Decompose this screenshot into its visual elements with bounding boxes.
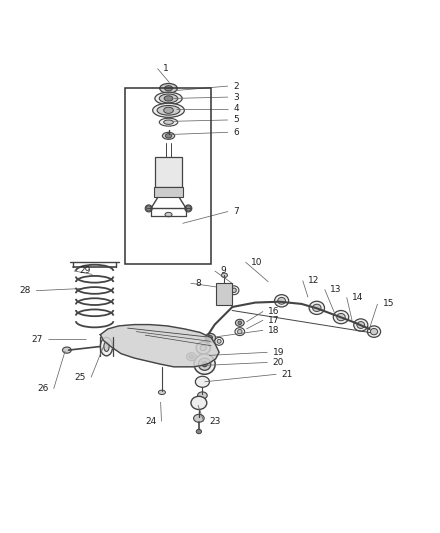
Text: 15: 15 [383,300,394,309]
Text: 12: 12 [308,276,319,285]
Ellipse shape [62,347,71,353]
Ellipse shape [191,397,207,409]
Text: 18: 18 [268,326,280,335]
Text: 29: 29 [79,266,91,276]
Ellipse shape [157,106,180,115]
Ellipse shape [221,273,227,278]
Text: 25: 25 [74,373,86,382]
Ellipse shape [104,342,109,351]
Ellipse shape [238,321,242,325]
Ellipse shape [208,336,213,340]
Ellipse shape [275,295,289,307]
Ellipse shape [202,361,207,367]
Text: 9: 9 [220,266,226,276]
Ellipse shape [194,414,204,422]
Ellipse shape [357,321,365,328]
Text: 26: 26 [37,384,48,393]
Ellipse shape [164,107,173,114]
Circle shape [186,206,191,211]
Ellipse shape [235,328,245,336]
Bar [155,157,182,187]
Text: 10: 10 [251,257,262,266]
Text: 14: 14 [352,293,363,302]
Ellipse shape [312,304,321,311]
Bar [154,187,183,197]
Text: 28: 28 [19,286,31,295]
Text: 16: 16 [268,307,280,316]
Ellipse shape [205,333,216,342]
Bar [125,88,211,264]
Circle shape [146,206,151,211]
Text: 3: 3 [233,93,239,102]
Ellipse shape [367,326,381,337]
Text: 21: 21 [282,370,293,379]
Ellipse shape [200,345,206,351]
Text: 2: 2 [233,82,239,91]
Ellipse shape [162,132,175,139]
Text: 20: 20 [273,358,284,367]
Ellipse shape [196,429,202,434]
Ellipse shape [158,390,165,394]
Ellipse shape [165,86,172,91]
Ellipse shape [217,340,221,343]
Bar [216,283,232,305]
Ellipse shape [159,118,178,126]
Text: 7: 7 [233,207,239,216]
Ellipse shape [309,301,324,314]
Ellipse shape [160,84,177,93]
Ellipse shape [164,96,173,101]
Polygon shape [100,325,219,367]
Ellipse shape [278,297,286,304]
Ellipse shape [185,205,192,212]
Text: 23: 23 [209,417,220,426]
Text: 13: 13 [330,285,341,294]
Ellipse shape [238,329,242,334]
Ellipse shape [189,355,194,359]
Ellipse shape [229,286,239,295]
Ellipse shape [165,212,172,217]
Ellipse shape [334,311,348,324]
Ellipse shape [165,134,172,138]
Ellipse shape [232,288,236,293]
Ellipse shape [145,205,152,212]
Text: 4: 4 [233,104,239,114]
Text: 5: 5 [233,116,239,125]
Text: 1: 1 [163,64,169,73]
Text: 19: 19 [273,348,284,357]
Ellipse shape [354,319,368,331]
Ellipse shape [153,103,184,117]
Ellipse shape [235,319,244,326]
Ellipse shape [196,342,210,354]
Text: 17: 17 [268,316,280,325]
Ellipse shape [159,94,178,103]
Ellipse shape [195,376,209,387]
Ellipse shape [198,392,207,399]
Ellipse shape [370,328,378,335]
Text: 8: 8 [196,279,202,288]
Ellipse shape [155,92,182,104]
Text: 24: 24 [145,417,156,426]
Ellipse shape [198,358,211,370]
Ellipse shape [215,337,224,345]
Text: 6: 6 [233,128,239,137]
Text: 27: 27 [32,335,43,344]
Ellipse shape [164,120,173,124]
Ellipse shape [100,337,113,356]
Ellipse shape [187,353,196,361]
Ellipse shape [194,354,215,374]
Ellipse shape [337,313,345,321]
